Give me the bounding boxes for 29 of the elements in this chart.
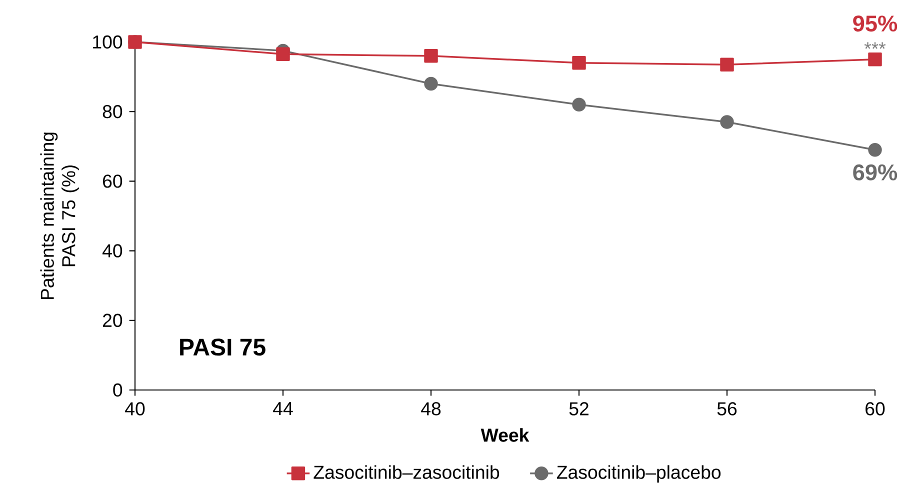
y-tick-label: 0 (113, 383, 122, 397)
y-axis-title: Patients maintaining PASI 75 (%) (40, 132, 79, 300)
data-label: 69% (853, 164, 898, 180)
y-tick-label: 20 (103, 314, 122, 328)
x-tick-label: 48 (421, 402, 441, 416)
legend-label: Zasocitinib–zasocitinib (314, 465, 500, 479)
x-tick-label: 60 (866, 402, 885, 416)
x-tick-label: 44 (273, 402, 293, 416)
point (868, 143, 882, 157)
point (720, 115, 734, 129)
point (572, 98, 586, 112)
data-label: 95% (853, 16, 898, 32)
x-tick-label: 40 (125, 402, 145, 416)
x-axis-title: Week (480, 428, 530, 442)
annotation: *** (864, 42, 886, 49)
point (276, 47, 290, 62)
legend-label: Zasocitinib–placebo (556, 465, 721, 483)
y-tick-label: 80 (102, 104, 122, 118)
point (572, 56, 586, 70)
annotation: PASI 75 (180, 338, 266, 356)
y-tick-label: 40 (102, 244, 122, 258)
point (868, 52, 882, 66)
point (424, 49, 438, 63)
point (720, 58, 734, 72)
x-tick-label: 52 (569, 402, 588, 416)
point (424, 76, 438, 91)
x-tick-label: 56 (717, 402, 737, 416)
y-tick-label: 60 (103, 174, 122, 188)
y-tick-label: 100 (93, 35, 122, 49)
